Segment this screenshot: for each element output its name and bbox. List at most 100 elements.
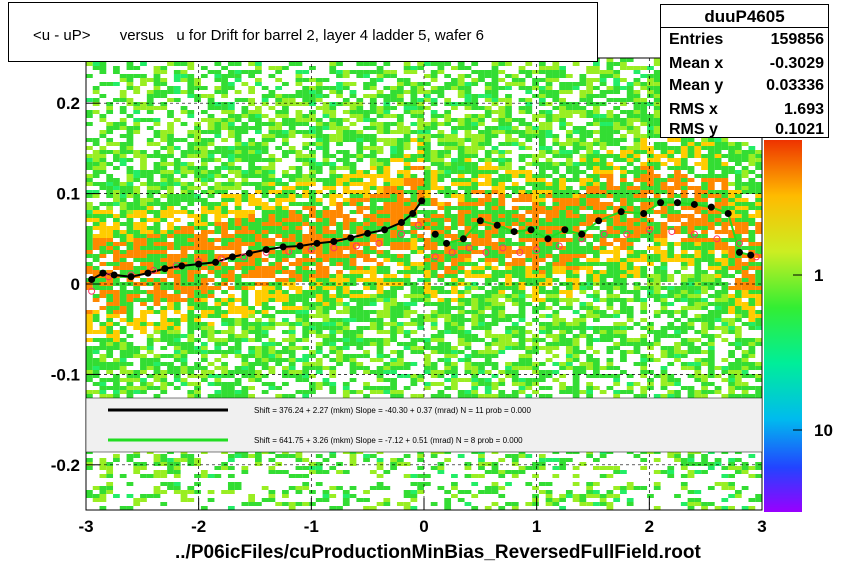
heatmap-cell — [234, 182, 242, 186]
heatmap-cell — [227, 302, 235, 306]
heatmap-cell — [403, 334, 411, 338]
heatmap-cell — [268, 358, 276, 362]
heatmap-cell — [464, 246, 472, 250]
heatmap-cell — [484, 126, 492, 130]
heatmap-cell — [322, 86, 330, 90]
heatmap-cell — [518, 198, 526, 202]
heatmap-cell — [241, 106, 249, 110]
heatmap-cell — [451, 146, 458, 150]
heatmap-cell — [241, 470, 249, 474]
heatmap-cell — [119, 342, 127, 346]
heatmap-cell — [484, 162, 492, 166]
heatmap-cell — [200, 118, 208, 122]
heatmap-cell — [396, 90, 404, 94]
heatmap-cell — [525, 266, 533, 270]
heatmap-cell — [457, 174, 465, 178]
heatmap-cell — [221, 78, 228, 82]
heatmap-cell — [160, 490, 168, 494]
heatmap-cell — [545, 94, 553, 98]
heatmap-cell — [221, 382, 228, 386]
heatmap-cell — [478, 366, 485, 370]
heatmap-cell — [430, 102, 438, 106]
heatmap-cell — [92, 66, 100, 70]
heatmap-cell — [403, 310, 411, 314]
heatmap-cell — [444, 118, 452, 122]
heatmap-cell — [160, 162, 168, 166]
heatmap-cell — [302, 194, 310, 198]
heatmap-cell — [322, 230, 330, 234]
heatmap-cell — [498, 114, 506, 118]
heatmap-cell — [369, 198, 377, 202]
heatmap-cell — [241, 390, 249, 394]
heatmap-cell — [295, 78, 303, 82]
heatmap-cell — [444, 138, 452, 142]
heatmap-cell — [430, 318, 438, 322]
heatmap-cell — [369, 326, 377, 330]
heatmap-cell — [478, 146, 485, 150]
heatmap-cell — [424, 182, 431, 186]
heatmap-cell — [86, 322, 93, 326]
heatmap-cell — [261, 182, 269, 186]
heatmap-cell — [390, 218, 397, 222]
heatmap-cell — [133, 286, 141, 290]
heatmap-cell — [457, 202, 465, 206]
heatmap-cell — [511, 502, 519, 506]
heatmap-cell — [336, 134, 343, 138]
heatmap-cell — [336, 290, 343, 294]
heatmap-cell — [153, 78, 161, 82]
heatmap-cell — [552, 362, 560, 366]
heatmap-cell — [424, 342, 431, 346]
heatmap-cell — [140, 354, 147, 358]
heatmap-cell — [437, 302, 445, 306]
heatmap-cell — [106, 178, 114, 182]
heatmap-cell — [376, 166, 384, 170]
heatmap-cell — [153, 286, 161, 290]
heatmap-cell — [309, 354, 316, 358]
heatmap-cell — [390, 238, 397, 242]
heatmap-cell — [275, 394, 283, 398]
heatmap-cell — [86, 338, 93, 342]
heatmap-cell — [255, 322, 262, 326]
heatmap-cell — [518, 246, 526, 250]
heatmap-cell — [295, 238, 303, 242]
heatmap-cell — [248, 62, 255, 66]
heatmap-cell — [302, 70, 310, 74]
heatmap-cell — [329, 134, 337, 138]
heatmap-cell — [329, 222, 337, 226]
heatmap-cell — [126, 98, 134, 102]
heatmap-cell — [410, 378, 418, 382]
heatmap-cell — [187, 330, 195, 334]
heatmap-cell — [167, 98, 174, 102]
heatmap-cell — [302, 354, 310, 358]
heatmap-cell — [207, 174, 215, 178]
heatmap-cell — [207, 150, 215, 154]
heatmap-cell — [349, 198, 357, 202]
heatmap-cell — [180, 382, 188, 386]
heatmap-cell — [417, 270, 424, 274]
heatmap-cell — [552, 94, 560, 98]
heatmap-cell — [288, 242, 296, 246]
heatmap-cell — [329, 258, 337, 262]
heatmap-cell — [173, 170, 181, 174]
heatmap-cell — [511, 270, 519, 274]
heatmap-cell — [153, 486, 161, 490]
heatmap-cell — [140, 230, 147, 234]
heatmap-cell — [484, 322, 492, 326]
heatmap-cell — [194, 82, 201, 86]
heatmap-cell — [410, 94, 418, 98]
heatmap-cell — [221, 138, 228, 142]
heatmap-cell — [342, 202, 350, 206]
heatmap-cell — [356, 354, 364, 358]
heatmap-cell — [322, 458, 330, 462]
heatmap-cell — [227, 234, 235, 238]
heatmap-cell — [545, 102, 553, 106]
heatmap-cell — [410, 202, 418, 206]
heatmap-cell — [498, 346, 506, 350]
heatmap-cell — [248, 90, 255, 94]
heatmap-cell — [282, 366, 289, 370]
heatmap-cell — [167, 326, 174, 330]
heatmap-cell — [356, 138, 364, 142]
heatmap-cell — [126, 74, 134, 78]
heatmap-cell — [478, 354, 485, 358]
heatmap-cell — [200, 226, 208, 230]
